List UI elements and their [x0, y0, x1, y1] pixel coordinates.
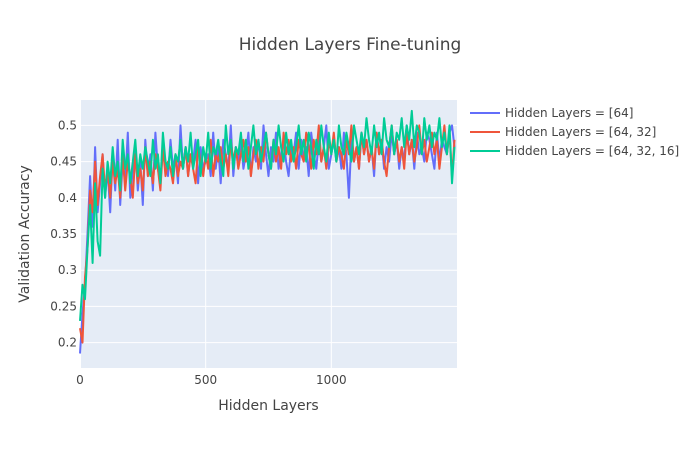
legend-item-64-32[interactable]: Hidden Layers = [64, 32] [470, 125, 656, 139]
chart-title: Hidden Layers Fine-tuning [239, 35, 462, 55]
series-lines [79, 109, 456, 354]
y-tick-label: 0.4 [58, 191, 77, 205]
y-tick-label: 0.25 [50, 299, 77, 313]
x-tick-label: 0 [76, 373, 84, 387]
legend-item-64-32-16[interactable]: Hidden Layers = [64, 32, 16] [470, 144, 679, 158]
legend-item-64[interactable]: Hidden Layers = [64] [470, 106, 633, 120]
series-line-2[interactable] [79, 109, 456, 321]
y-tick-label: 0.5 [58, 118, 77, 132]
y-tick-label: 0.45 [50, 155, 77, 169]
y-tick-label: 0.35 [50, 227, 77, 241]
x-tick-label: 1000 [316, 373, 347, 387]
legend-label: Hidden Layers = [64] [505, 106, 633, 120]
y-tick-label: 0.2 [58, 336, 77, 350]
x-axis-title: Hidden Layers [218, 398, 318, 414]
y-axis-title: Validation Accuracy [17, 165, 33, 303]
tick-labels: 0.2 0.25 0.3 0.35 0.4 0.45 0.5 0 500 1000 [50, 118, 346, 387]
legend-label: Hidden Layers = [64, 32, 16] [505, 144, 679, 158]
legend: Hidden Layers = [64] Hidden Layers = [64… [470, 106, 679, 158]
x-tick-label: 500 [194, 373, 217, 387]
y-tick-label: 0.3 [58, 263, 77, 277]
legend-label: Hidden Layers = [64, 32] [505, 125, 656, 139]
